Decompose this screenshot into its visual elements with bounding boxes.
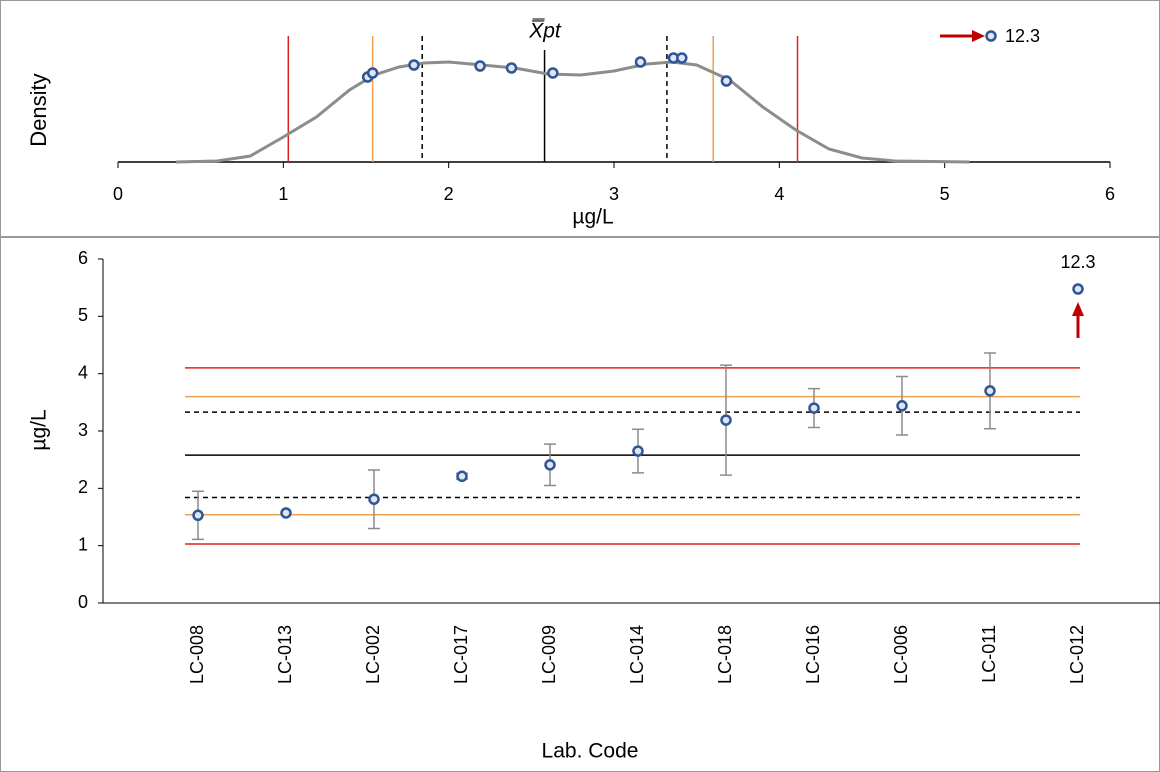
data-point — [368, 493, 380, 505]
data-point — [808, 402, 820, 414]
y-tick-label: 0 — [78, 592, 88, 612]
y-tick-label: 6 — [78, 248, 88, 268]
data-point — [474, 60, 486, 72]
outlier-label: 12.3 — [1060, 252, 1095, 272]
data-point — [456, 470, 468, 483]
data-point — [632, 445, 644, 457]
y-axis-label: µg/L — [28, 409, 51, 450]
x-tick-label: LC-012 — [1067, 625, 1087, 684]
bottom-frame — [0, 237, 1160, 772]
data-point — [366, 67, 379, 79]
data-point — [634, 56, 647, 68]
x-tick-label: 4 — [774, 184, 784, 204]
data-point — [676, 52, 688, 64]
x-tick-label: 0 — [113, 184, 123, 204]
data-point — [984, 385, 996, 397]
y-tick-label: 2 — [78, 477, 88, 497]
outlier-label: 12.3 — [1005, 26, 1040, 46]
outlier-point — [1072, 283, 1084, 295]
data-point — [720, 75, 733, 87]
x-tick-label: LC-017 — [451, 625, 471, 684]
y-tick-label: 5 — [78, 305, 88, 325]
mean-label: X̿pt — [528, 19, 562, 43]
x-tick-label: 2 — [444, 184, 454, 204]
data-point — [720, 414, 732, 426]
data-point — [505, 62, 518, 74]
x-tick-label: LC-018 — [715, 625, 735, 684]
data-point — [192, 509, 204, 522]
outlier-arrowhead — [972, 30, 985, 42]
data-point — [408, 59, 420, 71]
density-curve — [175, 60, 970, 164]
outlier-arrowhead — [1072, 302, 1084, 316]
x-tick-label: 5 — [940, 184, 950, 204]
data-point — [544, 459, 556, 471]
x-tick-label: LC-016 — [803, 625, 823, 684]
data-point — [896, 400, 908, 412]
x-tick-label: 3 — [609, 184, 619, 204]
data-point — [547, 67, 559, 79]
x-tick-label: LC-013 — [275, 625, 295, 684]
x-tick-label: LC-009 — [539, 625, 559, 684]
y-tick-label: 4 — [78, 362, 88, 382]
x-tick-label: LC-008 — [187, 625, 207, 684]
data-point — [280, 507, 292, 519]
x-tick-label: LC-011 — [979, 625, 999, 683]
y-tick-label: 3 — [78, 420, 88, 440]
x-axis-label: µg/L — [572, 206, 613, 229]
x-tick-label: LC-006 — [891, 625, 911, 684]
x-axis-label: Lab. Code — [542, 740, 639, 763]
outlier-point — [985, 30, 997, 42]
y-tick-label: 1 — [78, 534, 88, 554]
x-tick-label: LC-014 — [627, 625, 647, 684]
x-tick-label: 6 — [1105, 184, 1115, 204]
x-tick-label: LC-002 — [363, 625, 383, 684]
x-tick-label: 1 — [278, 184, 288, 204]
y-axis-label: Density — [26, 73, 51, 146]
